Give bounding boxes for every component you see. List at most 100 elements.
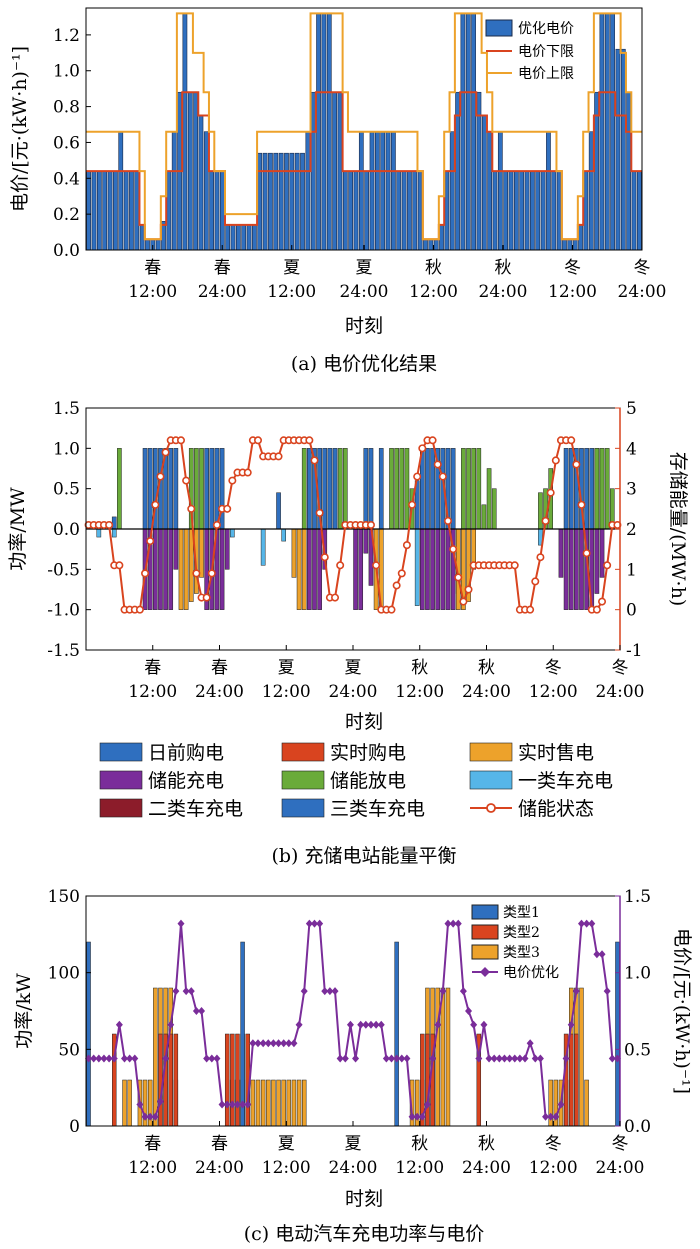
soc-point xyxy=(443,516,452,525)
optimized-price-bar xyxy=(118,131,124,251)
optimized-price-bar xyxy=(508,170,514,251)
es-discharge-bar xyxy=(538,492,543,530)
price-point xyxy=(151,1112,159,1121)
x-tick-season: 夏 xyxy=(278,658,295,678)
day-ahead-bar xyxy=(209,448,215,530)
optimized-price-bar xyxy=(588,131,594,251)
price-point xyxy=(198,1007,206,1015)
soc-point xyxy=(402,541,411,550)
y-tick-label: 0.2 xyxy=(53,205,80,225)
legend-swatch xyxy=(469,742,513,762)
day-ahead-bar xyxy=(584,448,589,530)
optimized-price-bar xyxy=(107,170,113,251)
optimized-price-bar xyxy=(423,238,428,251)
chart-c-price-points xyxy=(85,919,621,1121)
y2-tick-label: 2 xyxy=(626,520,637,540)
x-tick-time: 12:00 xyxy=(128,282,177,302)
optimized-price-bar xyxy=(300,152,305,251)
optimized-price-bar xyxy=(193,91,198,251)
x-tick-season: 春 xyxy=(214,258,231,278)
price-point xyxy=(105,1054,113,1063)
optimized-price-bar xyxy=(310,91,316,251)
soc-point xyxy=(161,448,170,457)
price-point xyxy=(254,1039,262,1048)
optimized-price-bar xyxy=(385,131,391,251)
day-ahead-bar xyxy=(147,448,153,530)
x-tick-season: 秋 xyxy=(411,658,428,678)
rt-sell-bar xyxy=(301,528,307,610)
legend-label: 实时购电 xyxy=(330,742,406,764)
x-tick-season: 冬 xyxy=(634,258,651,278)
type3-bar xyxy=(250,1079,256,1127)
legend-label-upper: 电价上限 xyxy=(518,66,574,82)
type3-bar xyxy=(445,987,451,1127)
soc-point xyxy=(438,472,447,481)
x-tick-time: 12:00 xyxy=(128,1158,177,1178)
x-tick-time: 24:00 xyxy=(462,682,511,702)
es-charge-bar xyxy=(163,528,168,610)
y-tick-label: 0 xyxy=(69,1117,80,1137)
price-point xyxy=(100,1054,108,1063)
optimized-price-bar xyxy=(262,152,268,251)
optimized-price-bar xyxy=(572,238,578,251)
es-charge-bar xyxy=(219,528,225,610)
optimized-price-bar xyxy=(235,224,241,251)
optimized-price-bar xyxy=(219,170,225,251)
price-point xyxy=(310,919,318,928)
legend-swatch-type2 xyxy=(471,924,499,940)
price-point xyxy=(146,1112,154,1121)
type2-bar xyxy=(574,1033,579,1127)
price-point xyxy=(167,1020,175,1029)
es-discharge-bar xyxy=(342,448,348,530)
soc-point xyxy=(592,605,601,614)
es-discharge-bar xyxy=(404,448,410,530)
soc-point xyxy=(315,508,324,517)
optimized-price-bar xyxy=(326,13,332,251)
price-point xyxy=(264,1039,272,1048)
optimized-price-bar xyxy=(412,170,418,251)
soc-point xyxy=(372,561,381,570)
day-ahead-bar xyxy=(327,448,333,530)
type2-bar xyxy=(224,1033,230,1127)
es-charge-bar xyxy=(425,528,430,610)
optimized-price-bar xyxy=(524,170,530,251)
soc-point xyxy=(572,460,581,469)
optimized-price-bar xyxy=(439,224,444,251)
soc-point xyxy=(336,561,345,570)
chart-c-bars xyxy=(86,941,620,1127)
type3-bar xyxy=(435,987,440,1127)
soc-point xyxy=(449,545,458,554)
type3-bar xyxy=(286,1079,292,1127)
optimized-price-bar xyxy=(139,224,145,251)
price-point xyxy=(316,919,324,928)
y-tick-label: 0.4 xyxy=(53,169,80,189)
ev1-charge-bar xyxy=(111,528,117,538)
legend-label: 日前购电 xyxy=(148,742,224,764)
soc-point xyxy=(207,569,216,578)
es-discharge-bar xyxy=(117,448,122,530)
day-ahead-bar xyxy=(332,448,338,530)
price-point xyxy=(249,1039,257,1048)
price-point xyxy=(331,987,339,996)
y2-tick-label: 0.0 xyxy=(624,1117,651,1137)
day-ahead-bar xyxy=(450,448,456,530)
price-point xyxy=(259,1039,267,1048)
price-point xyxy=(336,1054,344,1063)
rt-sell-bar xyxy=(291,528,297,578)
y2-tick-label: 4 xyxy=(626,439,637,459)
es-charge-bar xyxy=(173,528,179,570)
price-point xyxy=(115,1020,123,1029)
soc-point xyxy=(176,436,185,445)
price-point xyxy=(536,1054,544,1063)
price-point xyxy=(577,919,585,928)
y-tick-label: 100 xyxy=(48,964,80,984)
type3-bar xyxy=(579,987,584,1127)
soc-point xyxy=(459,597,468,606)
soc-point xyxy=(135,605,144,614)
soc-point xyxy=(582,549,591,558)
price-point xyxy=(495,1054,503,1063)
chart-b-x-label: 时刻 xyxy=(345,711,383,733)
soc-point xyxy=(567,436,576,445)
chart-b-y-label: 功率/MW xyxy=(7,487,29,571)
optimized-price-bar xyxy=(583,170,589,251)
